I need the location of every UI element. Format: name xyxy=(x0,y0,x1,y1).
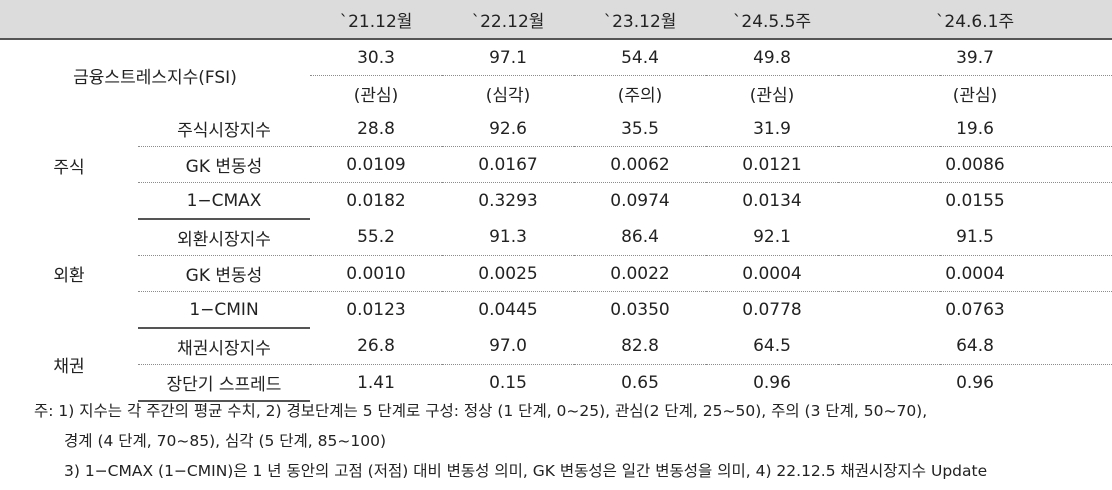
header-period: `24.6.1주 xyxy=(838,0,1112,40)
footnotes: 주: 1) 지수는 각 주간의 평균 수치, 2) 경보단계는 5 단계로 구성… xyxy=(34,396,1104,486)
row-value: 0.0350 xyxy=(574,291,706,328)
row-label: 1−CMIN xyxy=(138,291,310,329)
row-value: 28.8 xyxy=(310,111,442,147)
row-value: 0.0062 xyxy=(574,146,706,183)
table-row: GK 변동성 0.0010 0.0025 0.0022 0.0004 0.0004 xyxy=(0,255,1112,292)
row-value: 0.96 xyxy=(706,364,838,401)
row-value: 0.3293 xyxy=(442,182,574,219)
row-value: 0.15 xyxy=(442,364,574,401)
fsi-stage-row: (관심) (심각) (주의) (관심) (관심) xyxy=(0,75,1112,111)
row-value: 92.6 xyxy=(442,111,574,147)
row-label: 주식시장지수 xyxy=(138,111,310,147)
row-value: 0.0134 xyxy=(706,182,838,219)
row-value: 1.41 xyxy=(310,364,442,401)
row-value: 55.2 xyxy=(310,219,442,256)
row-value: 0.0025 xyxy=(442,255,574,292)
row-value: 0.0123 xyxy=(310,291,442,328)
footnote-line: 주: 1) 지수는 각 주간의 평균 수치, 2) 경보단계는 5 단계로 구성… xyxy=(34,402,928,420)
footnote-line: 경계 (4 단계, 70~85), 심각 (5 단계, 85~100) xyxy=(64,432,386,450)
table-row: 1−CMAX 0.0182 0.3293 0.0974 0.0134 0.0155 xyxy=(0,182,1112,220)
header-row: `21.12월`22.12월`23.12월`24.5.5주`24.6.1주전주비… xyxy=(0,0,1112,40)
row-value: 91.5 xyxy=(838,219,1112,256)
fsi-stage: (관심) xyxy=(310,75,442,111)
row-label: 1−CMAX xyxy=(138,182,310,220)
row-value: 0.0121 xyxy=(706,146,838,183)
table-row: 1−CMIN 0.0123 0.0445 0.0350 0.0778 0.0763 xyxy=(0,291,1112,329)
fsi-label: 금융스트레스지수(FSI) xyxy=(0,39,310,111)
fsi-table: `21.12월`22.12월`23.12월`24.5.5주`24.6.1주전주비… xyxy=(0,0,1112,402)
section-group-label: 주식 xyxy=(0,111,138,219)
row-label: GK 변동성 xyxy=(138,255,310,292)
row-value: 64.5 xyxy=(706,328,838,365)
header-blank xyxy=(0,0,310,40)
row-value: 0.96 xyxy=(838,364,1112,401)
row-value: 86.4 xyxy=(574,219,706,256)
row-value: 0.0004 xyxy=(706,255,838,292)
row-label: 채권시장지수 xyxy=(138,328,310,365)
row-value: 0.0004 xyxy=(838,255,1112,292)
header-period: `24.5.5주 xyxy=(706,0,838,40)
row-value: 0.0974 xyxy=(574,182,706,219)
fsi-stage: (관심) xyxy=(706,75,838,111)
fsi-value: 49.8 xyxy=(706,39,838,76)
row-label: 외환시장지수 xyxy=(138,219,310,256)
fsi-value: 39.7 xyxy=(838,39,1112,76)
row-value: 92.1 xyxy=(706,219,838,256)
row-value: 97.0 xyxy=(442,328,574,365)
row-value: 0.0182 xyxy=(310,182,442,219)
table-row: GK 변동성 0.0109 0.0167 0.0062 0.0121 0.0086 xyxy=(0,146,1112,183)
header-period: `21.12월 xyxy=(310,0,442,40)
fsi-value: 54.4 xyxy=(574,39,706,76)
fsi-stage: (관심) xyxy=(838,75,1112,111)
fsi-value: 97.1 xyxy=(442,39,574,76)
row-value: 0.0778 xyxy=(706,291,838,328)
row-value: 26.8 xyxy=(310,328,442,365)
row-value: 0.0167 xyxy=(442,146,574,183)
fsi-value: 30.3 xyxy=(310,39,442,76)
row-value: 0.0763 xyxy=(838,291,1112,328)
header-period: `23.12월 xyxy=(574,0,706,40)
header-period: `22.12월 xyxy=(442,0,574,40)
fsi-table-body: `21.12월`22.12월`23.12월`24.5.5주`24.6.1주전주비… xyxy=(0,0,1112,402)
row-value: 19.6 xyxy=(838,111,1112,147)
section-group-label: 채권 xyxy=(0,328,138,401)
row-value: 91.3 xyxy=(442,219,574,256)
row-value: 0.0109 xyxy=(310,146,442,183)
row-value: 0.0445 xyxy=(442,291,574,328)
footnote-line: 3) 1−CMAX (1−CMIN)은 1 년 동안의 고점 (저점) 대비 변… xyxy=(64,462,988,480)
row-value: 0.0022 xyxy=(574,255,706,292)
row-value: 0.0155 xyxy=(838,182,1112,219)
row-value: 64.8 xyxy=(838,328,1112,365)
fsi-stage: (심각) xyxy=(442,75,574,111)
row-value: 82.8 xyxy=(574,328,706,365)
fsi-stage: (주의) xyxy=(574,75,706,111)
table-row: 장단기 스프레드 1.41 0.15 0.65 0.96 0.96 xyxy=(0,364,1112,402)
row-value: 35.5 xyxy=(574,111,706,147)
row-value: 0.0086 xyxy=(838,146,1112,183)
row-label: GK 변동성 xyxy=(138,146,310,183)
row-value: 31.9 xyxy=(706,111,838,147)
section-group-label: 외환 xyxy=(0,219,138,328)
row-value: 0.65 xyxy=(574,364,706,401)
row-label: 장단기 스프레드 xyxy=(138,364,310,402)
fsi-value-row: 금융스트레스지수(FSI)30.397.154.449.839.7−10.1 xyxy=(0,39,1112,111)
row-value: 0.0010 xyxy=(310,255,442,292)
